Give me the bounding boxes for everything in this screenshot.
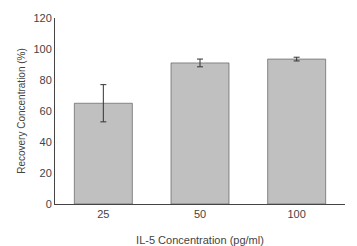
svg-text:120: 120 xyxy=(33,12,51,24)
svg-text:IL-5 Concentration (pg/ml): IL-5 Concentration (pg/ml) xyxy=(136,234,264,246)
svg-text:0: 0 xyxy=(46,198,52,210)
svg-text:50: 50 xyxy=(194,208,206,220)
svg-text:40: 40 xyxy=(40,136,52,148)
svg-text:80: 80 xyxy=(40,74,52,86)
svg-text:Recovery Concentration (%): Recovery Concentration (%) xyxy=(16,48,27,174)
svg-text:20: 20 xyxy=(40,167,52,179)
svg-text:100: 100 xyxy=(33,43,51,55)
svg-text:25: 25 xyxy=(97,208,109,220)
svg-text:60: 60 xyxy=(40,105,52,117)
svg-text:100: 100 xyxy=(287,208,305,220)
